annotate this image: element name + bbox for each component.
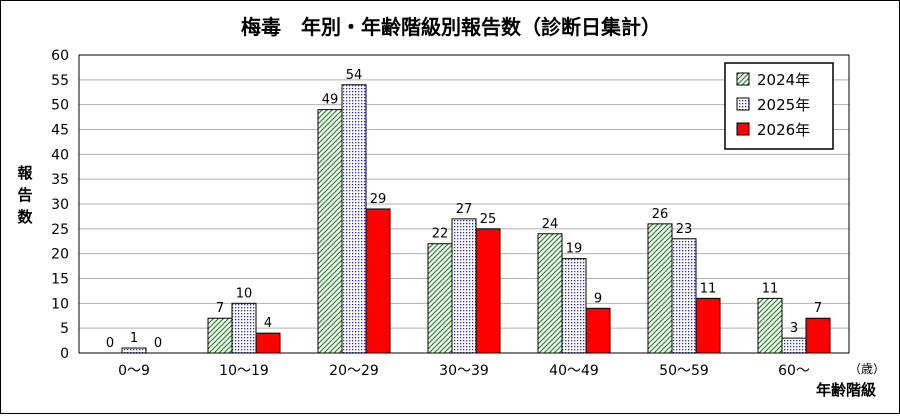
bar-2025年-20〜29 <box>341 84 367 354</box>
data-label: 54 <box>346 68 363 83</box>
y-tick-label: 45 <box>51 123 69 139</box>
legend-swatch <box>736 97 750 111</box>
y-axis-label-char: 数 <box>17 208 33 226</box>
x-tick-label: 40〜49 <box>549 363 599 379</box>
y-tick-label: 0 <box>60 346 69 362</box>
data-label: 3 <box>790 321 798 336</box>
x-tick-label: 60〜 <box>778 363 810 379</box>
bar-2025年-60〜 <box>781 337 807 354</box>
x-tick-label: 10〜19 <box>219 363 269 379</box>
data-label: 10 <box>236 286 253 301</box>
bar-2025年-30〜39 <box>451 218 477 354</box>
bar-2024年-10〜19 <box>207 317 233 354</box>
data-label: 7 <box>216 301 224 316</box>
data-label: 27 <box>456 202 473 217</box>
x-axis-label: 年齢階級 <box>816 381 876 399</box>
data-label: 49 <box>322 93 339 108</box>
bar-2024年-60〜 <box>757 297 783 354</box>
legend-label: 2024年 <box>757 71 810 89</box>
y-tick-label: 35 <box>51 172 69 188</box>
bar-2025年-40〜49 <box>561 258 587 354</box>
plot-area-border <box>78 54 850 354</box>
bar-2025年-0〜9 <box>121 347 147 354</box>
data-label: 9 <box>594 291 602 306</box>
data-label: 0 <box>106 336 114 351</box>
bar-2026年-50〜59 <box>695 297 721 354</box>
bar-2025年-10〜19 <box>231 302 257 354</box>
bars <box>121 84 831 354</box>
bar-2026年-60〜 <box>805 317 831 354</box>
x-tick-label: 50〜59 <box>659 363 709 379</box>
data-label: 4 <box>264 316 272 331</box>
chart-title: 梅毒 年別・年齢階級別報告数（診断日集計） <box>241 15 661 39</box>
data-label: 0 <box>154 336 162 351</box>
legend: 2024年 2025年 2026年 <box>724 62 834 150</box>
bar-2026年-10〜19 <box>255 332 281 354</box>
y-tick-label: 20 <box>51 247 69 263</box>
legend-label: 2025年 <box>757 96 810 114</box>
y-tick-label: 5 <box>60 321 69 337</box>
legend-swatch <box>736 122 750 136</box>
y-tick-label: 25 <box>51 222 69 238</box>
y-tick-label: 55 <box>51 73 69 89</box>
y-tick-label: 15 <box>51 272 69 288</box>
axes <box>78 54 850 354</box>
data-label: 23 <box>676 222 693 237</box>
legend-label: 2026年 <box>757 121 810 139</box>
x-axis-ticks: 0〜9 10〜19 20〜29 30〜39 40〜49 50〜59 60〜 <box>118 363 810 379</box>
y-tick-label: 60 <box>51 48 69 64</box>
x-tick-label: 20〜29 <box>329 363 379 379</box>
data-label: 22 <box>432 227 449 242</box>
data-label: 25 <box>480 212 497 227</box>
data-label: 11 <box>762 281 779 296</box>
y-tick-label: 30 <box>51 197 69 213</box>
y-tick-label: 40 <box>51 147 69 163</box>
bar-2026年-30〜39 <box>475 228 501 354</box>
bar-2024年-20〜29 <box>317 109 343 354</box>
y-tick-label: 10 <box>51 296 69 312</box>
bar-2024年-50〜59 <box>647 223 673 354</box>
data-label: 7 <box>814 301 822 316</box>
x-tick-label: 0〜9 <box>118 363 150 379</box>
data-label: 11 <box>700 281 717 296</box>
data-label: 1 <box>130 331 138 346</box>
bar-2025年-50〜59 <box>671 238 697 354</box>
legend-swatch <box>736 72 750 86</box>
y-axis-label-char: 報 <box>17 164 33 182</box>
data-label: 19 <box>566 242 583 257</box>
data-label: 29 <box>370 192 387 207</box>
bar-2024年-30〜39 <box>427 243 453 354</box>
x-tick-label: 30〜39 <box>439 363 489 379</box>
data-label: 24 <box>542 217 559 232</box>
y-axis-label: 報告数 <box>17 164 33 226</box>
data-label: 26 <box>652 207 669 222</box>
y-tick-label: 50 <box>51 98 69 114</box>
bar-2026年-20〜29 <box>365 208 391 354</box>
y-axis-label-char: 告 <box>17 186 32 204</box>
bar-2026年-40〜49 <box>585 307 611 354</box>
y-axis-ticks: 0 5 10 15 20 25 30 35 40 45 50 55 60 <box>51 48 69 362</box>
x-axis-unit: （歳） <box>849 362 885 376</box>
bar-2024年-40〜49 <box>537 233 563 354</box>
